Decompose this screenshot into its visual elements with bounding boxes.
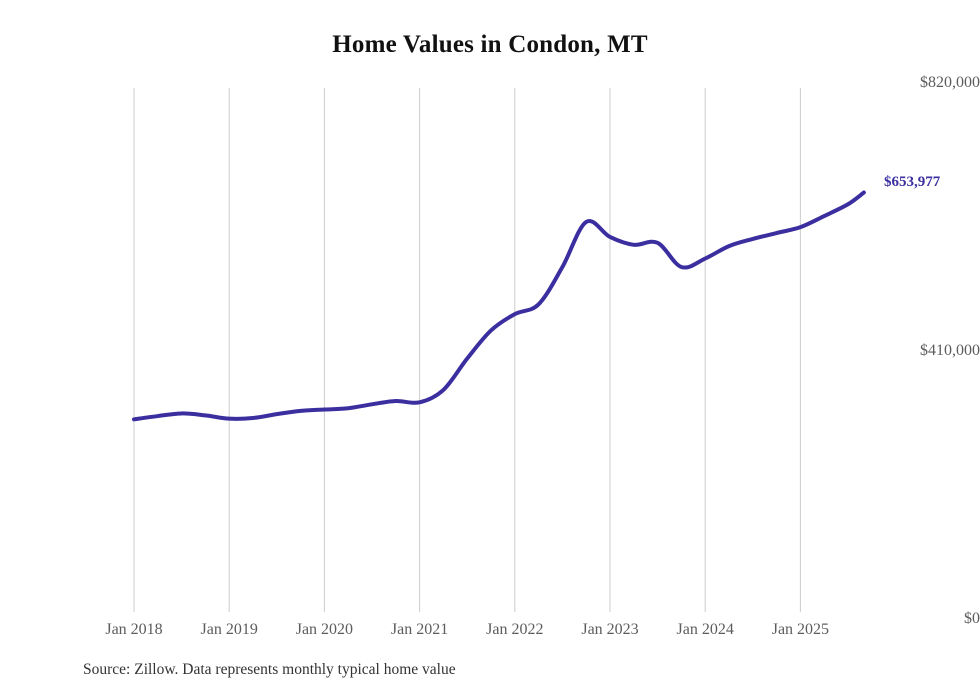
x-axis-tick-label: Jan 2019 [200, 621, 258, 638]
x-axis-tick-label: Jan 2020 [295, 621, 354, 638]
home-value-line [132, 190, 866, 422]
page-title: Home Values in Condon, MT [332, 31, 648, 58]
y-axis-tick-label-middle: $410,000 [920, 342, 980, 359]
x-axis-tick-label: Jan 2023 [581, 621, 639, 638]
y-axis-tick-label-top: $820,000 [920, 74, 980, 91]
y-axis-tick-label-zero: $0 [964, 610, 980, 627]
chart-gridlines [133, 88, 801, 612]
end-value-annotation: $653,977 [884, 174, 941, 190]
x-axis-tick-label: Jan 2022 [486, 621, 544, 638]
source-note: Source: Zillow. Data represents monthly … [83, 661, 456, 678]
x-axis-tick-label: Jan 2024 [676, 621, 734, 638]
x-axis-tick-label: Jan 2025 [771, 621, 830, 638]
x-axis-tick-label: Jan 2018 [105, 621, 163, 638]
x-axis-tick-label: Jan 2021 [390, 621, 449, 638]
